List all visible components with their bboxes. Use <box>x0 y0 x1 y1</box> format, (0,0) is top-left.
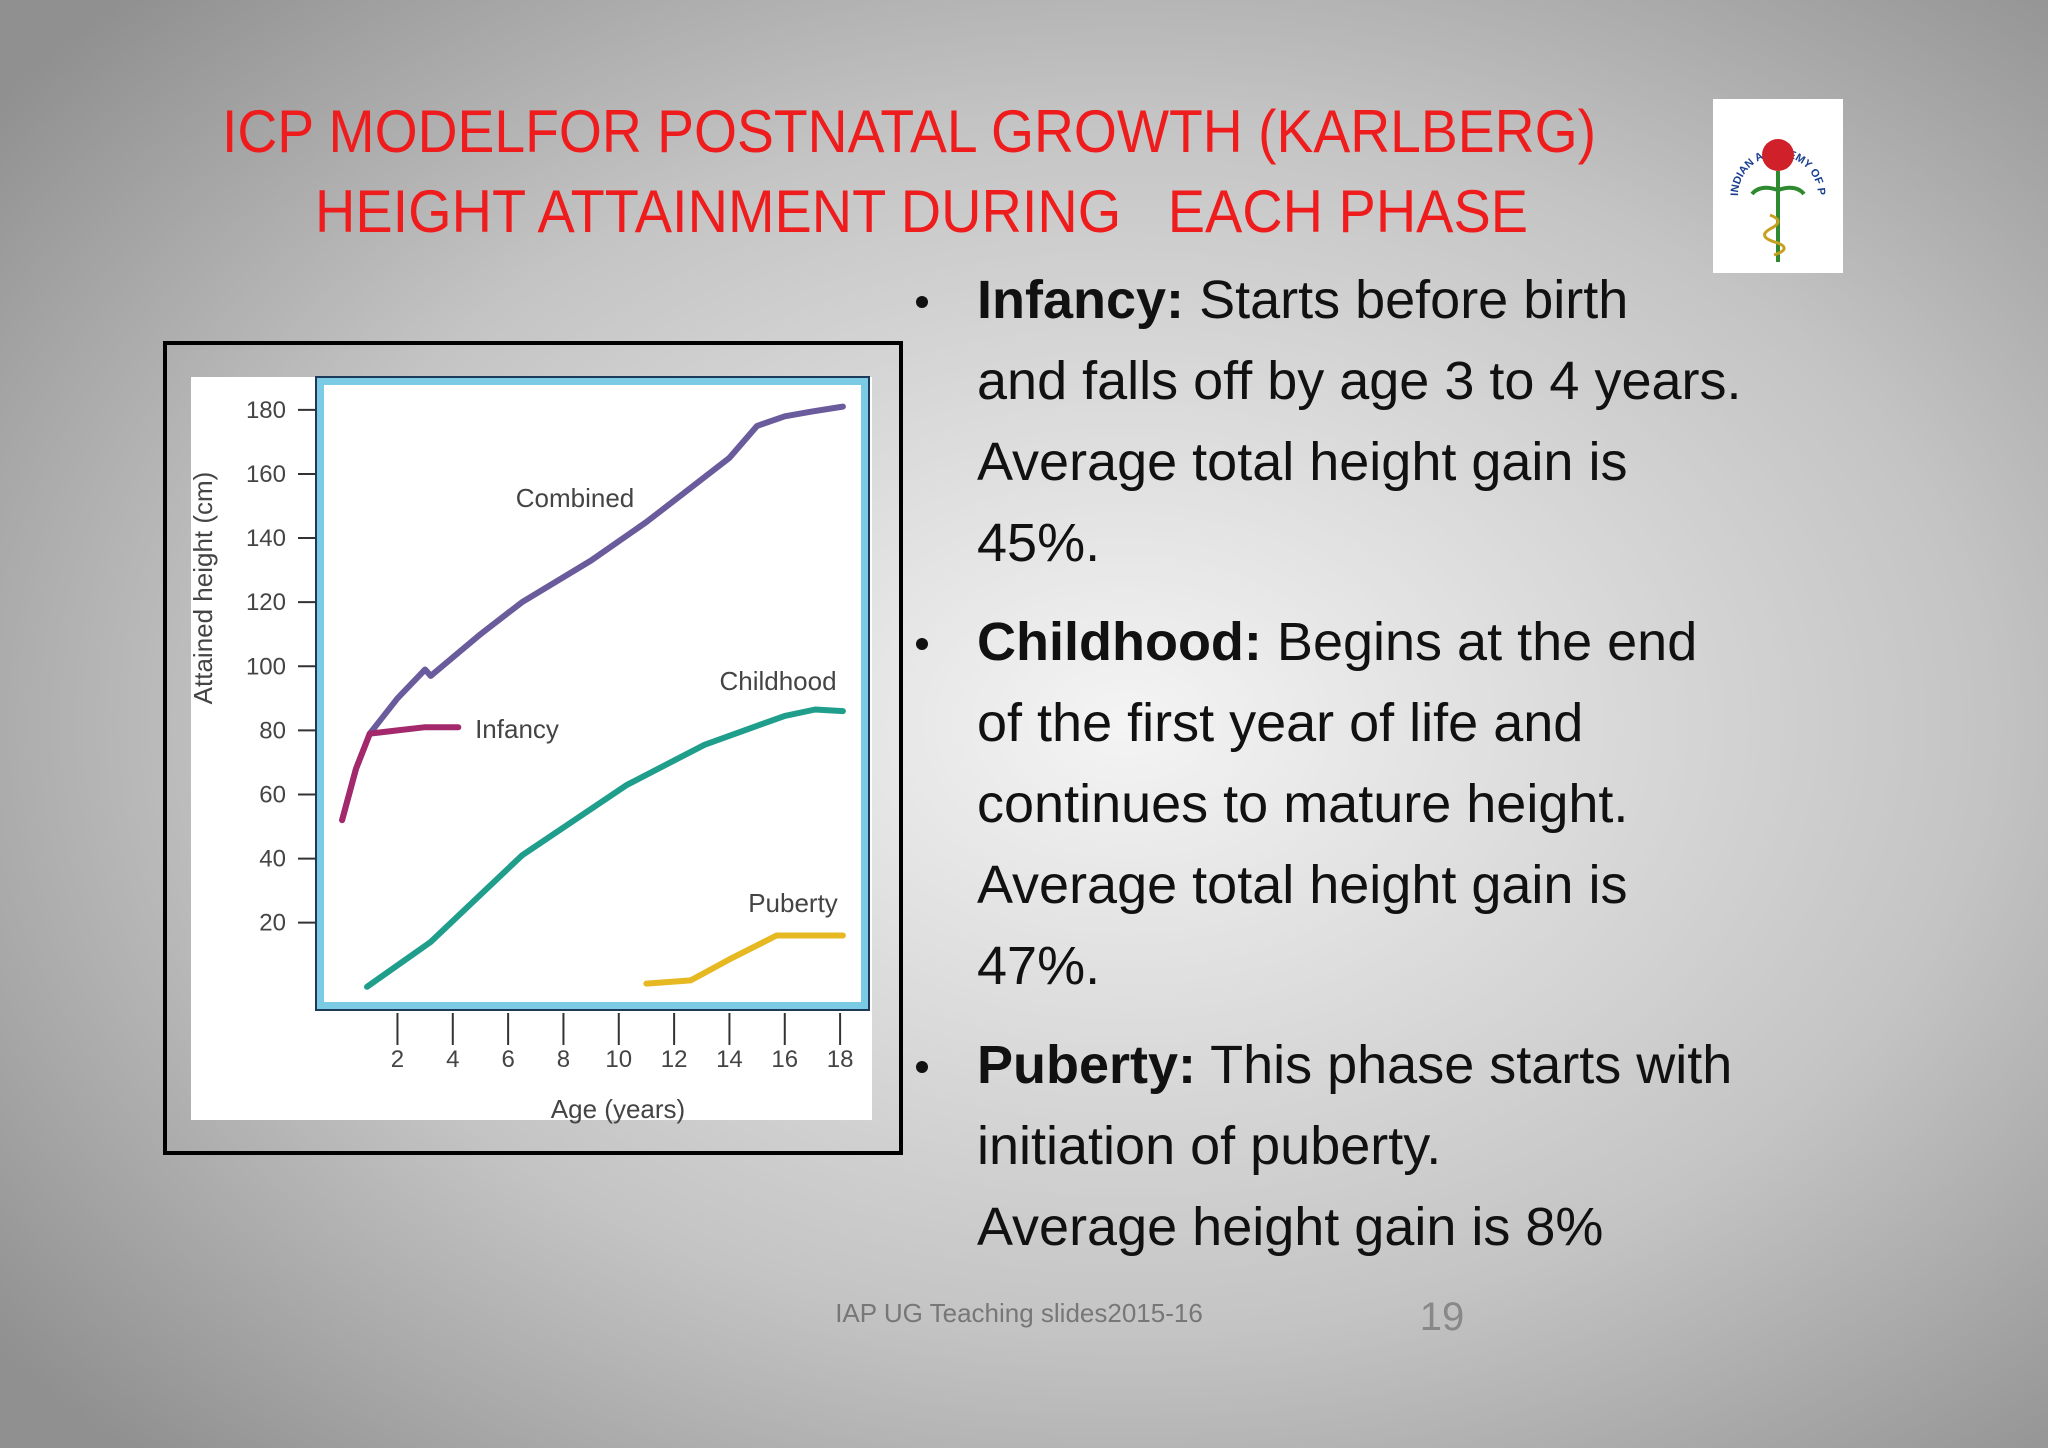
x-tick-label: 8 <box>557 1046 570 1073</box>
y-tick-label: 20 <box>259 910 286 937</box>
x-tick-label: 14 <box>716 1046 743 1073</box>
page-number: 19 <box>1420 1295 1465 1339</box>
plot-outline <box>315 376 870 1011</box>
bullet-text: 45%. <box>977 513 1100 573</box>
series-line <box>339 403 846 824</box>
bullet-text: 47%. <box>977 936 1100 996</box>
bullet-text: and falls off by age 3 to 4 years. <box>977 351 1742 411</box>
series-line <box>364 706 846 990</box>
series-label: Puberty <box>748 888 838 918</box>
series-line <box>339 724 462 824</box>
x-tick-label: 10 <box>605 1046 632 1073</box>
y-tick-label: 60 <box>259 781 286 808</box>
bullet-line: Average height gain is 8% <box>977 1197 1603 1257</box>
bullet-text: This phase starts with <box>1210 1035 1732 1095</box>
bullet-line: Childhood: Begins at the end <box>977 612 1697 672</box>
bullet-line: Infancy: Starts before birth <box>977 270 1628 330</box>
logo-stem <box>1750 171 1806 262</box>
bullet-line: Average total height gain is <box>977 432 1627 492</box>
x-tick-label: 2 <box>391 1046 404 1073</box>
bullet-text: Starts before birth <box>1199 270 1628 330</box>
bullet-line: and falls off by age 3 to 4 years. <box>977 351 1742 411</box>
bullet-dot <box>916 638 928 650</box>
bullet-lead: Puberty: <box>977 1035 1196 1095</box>
x-tick-label: 6 <box>501 1046 514 1073</box>
bullet-line: 47%. <box>977 936 1100 996</box>
x-axis-label: Age (years) <box>551 1094 685 1124</box>
x-tick-label: 4 <box>446 1046 459 1073</box>
bullet-list: Infancy: Starts before birth and falls of… <box>916 270 1742 1257</box>
title-line: HEIGHT ATTAINMENT DURING EACH PHASE <box>315 178 1528 245</box>
bullet-line: Puberty: This phase starts with <box>977 1035 1732 1095</box>
bullet-text: Average total height gain is <box>977 432 1627 492</box>
series-label: Infancy <box>475 714 559 744</box>
bullet-lead: Infancy: <box>977 270 1184 330</box>
plot-area <box>316 377 869 1010</box>
bullet-line: 45%. <box>977 513 1100 573</box>
bullet-line: continues to mature height. <box>977 774 1628 834</box>
bullet-text: Average total height gain is <box>977 855 1627 915</box>
logo-snake <box>1763 213 1786 257</box>
bullet-text: continues to mature height. <box>977 774 1628 834</box>
bullet-dot <box>916 296 928 308</box>
bullet-dot <box>916 1061 928 1073</box>
bullet-text: initiation of puberty. <box>977 1116 1441 1176</box>
y-tick-label: 40 <box>259 846 286 873</box>
x-tick-label: 12 <box>661 1046 688 1073</box>
bullet-line: Average total height gain is <box>977 855 1627 915</box>
figure-frame <box>163 341 903 1155</box>
title-line: ICP MODELFOR POSTNATAL GROWTH (KARLBERG) <box>222 98 1596 165</box>
bullet-lead: Childhood: <box>977 612 1262 672</box>
plot: 20 40 60 80 100 120 140 160 180 2 4 6 8 10 12 14 16 18 Age… <box>188 397 853 1124</box>
footer-text: IAP UG Teaching slides2015-16 <box>835 1298 1203 1328</box>
bullet-line: of the first year of life and <box>977 693 1583 753</box>
logo-rose <box>1762 139 1794 171</box>
series-label: Childhood <box>719 666 836 696</box>
series-label: Combined <box>516 483 635 513</box>
x-tick-label: 18 <box>827 1046 854 1073</box>
bullet-text: Begins at the end <box>1277 612 1697 672</box>
series-line <box>643 932 846 987</box>
y-axis-label: Attained height (cm) <box>188 472 218 705</box>
y-tick-label: 120 <box>246 589 286 616</box>
y-tick-label: 140 <box>246 525 286 552</box>
y-tick-label: 80 <box>259 717 286 744</box>
y-tick-label: 160 <box>246 461 286 488</box>
bullet-text: of the first year of life and <box>977 693 1583 753</box>
bullet-line: initiation of puberty. <box>977 1116 1441 1176</box>
x-tick-label: 16 <box>771 1046 798 1073</box>
bullet-text: Average height gain is 8% <box>977 1197 1603 1257</box>
y-tick-label: 100 <box>246 653 286 680</box>
y-tick-label: 180 <box>246 397 286 424</box>
